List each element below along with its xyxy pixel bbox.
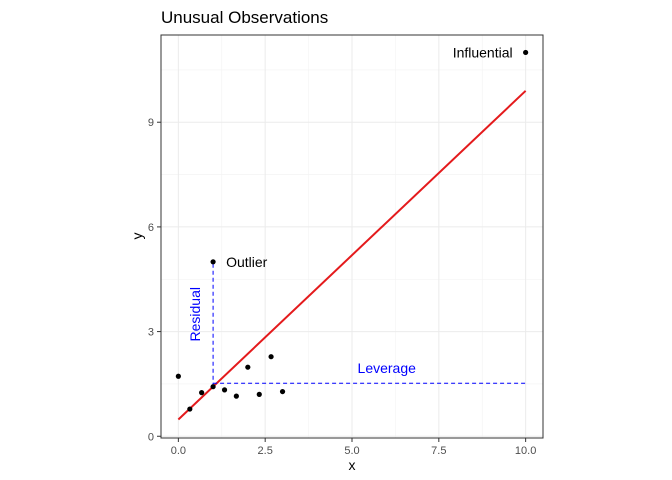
data-point xyxy=(268,354,274,360)
x-tick-label: 5.0 xyxy=(344,445,359,457)
data-point xyxy=(221,387,228,393)
y-tick-label: 9 xyxy=(148,117,154,129)
y-axis-title: y xyxy=(129,233,145,240)
data-point xyxy=(233,393,239,399)
data-point xyxy=(175,373,181,379)
y-axis: 0 3 6 9 xyxy=(148,117,161,443)
data-point xyxy=(523,49,529,56)
chart-title: Unusual Observations xyxy=(161,8,328,27)
y-tick-label: 3 xyxy=(148,327,154,339)
data-point xyxy=(210,259,216,265)
data-points xyxy=(175,49,529,412)
leverage-label: Leverage xyxy=(358,360,417,376)
data-point xyxy=(256,391,262,397)
data-point xyxy=(199,390,205,396)
influential-label: Influential xyxy=(453,44,513,60)
x-tick-label: 10.0 xyxy=(515,445,536,457)
annotation-lines xyxy=(212,261,526,387)
y-tick-label: 6 xyxy=(148,222,154,234)
residual-label: Residual xyxy=(187,287,203,341)
x-axis: 0.0 2.5 5.0 7.5 10.0 xyxy=(171,438,536,457)
data-point xyxy=(279,388,286,395)
x-tick-label: 2.5 xyxy=(258,445,273,457)
x-axis-title: x xyxy=(349,457,356,473)
data-point xyxy=(245,364,251,370)
outlier-label: Outlier xyxy=(226,254,268,270)
x-tick-label: 7.5 xyxy=(431,445,446,457)
y-tick-label: 0 xyxy=(148,431,154,443)
regression-fit xyxy=(177,90,527,421)
fit-line xyxy=(177,90,527,421)
x-tick-label: 0.0 xyxy=(171,445,186,457)
data-point xyxy=(187,406,193,412)
major-gridlines xyxy=(161,35,543,438)
data-point xyxy=(210,384,216,390)
